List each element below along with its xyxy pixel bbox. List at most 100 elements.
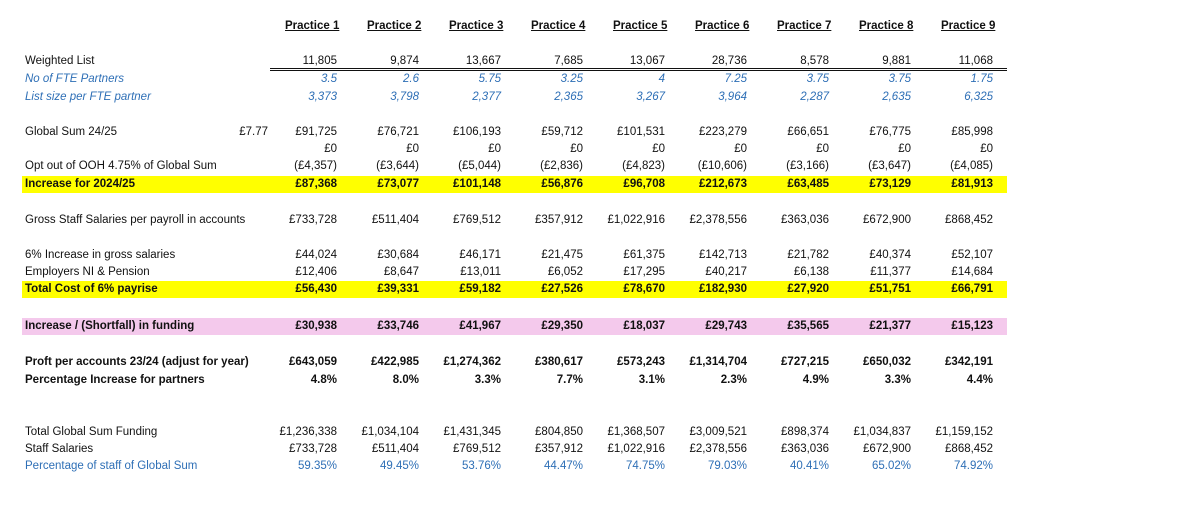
table-cell[interactable]: £363,036 [781, 443, 829, 455]
table-cell[interactable]: £6,052 [547, 266, 583, 278]
table-cell[interactable]: 2,365 [554, 91, 583, 103]
table-cell[interactable]: £1,314,704 [689, 356, 747, 368]
table-cell[interactable]: 3,267 [636, 91, 665, 103]
row-label[interactable]: Total Global Sum Funding [25, 426, 158, 438]
table-cell[interactable]: 3.3% [884, 374, 911, 386]
table-cell[interactable]: £27,526 [541, 283, 583, 295]
table-cell[interactable]: £357,912 [535, 443, 583, 455]
table-cell[interactable]: £73,129 [869, 178, 911, 190]
row-label[interactable]: List size per FTE partner [25, 91, 151, 103]
table-cell[interactable]: £29,743 [705, 320, 747, 332]
table-cell[interactable]: 3.1% [638, 374, 665, 386]
table-cell[interactable]: 3,964 [718, 91, 747, 103]
table-cell[interactable]: 7,685 [554, 55, 583, 67]
table-cell[interactable]: £1,034,837 [853, 426, 911, 438]
table-cell[interactable]: £0 [324, 143, 337, 155]
table-cell[interactable]: 6,325 [964, 91, 993, 103]
table-cell[interactable]: £73,077 [377, 178, 419, 190]
table-cell[interactable]: £1,236,338 [279, 426, 337, 438]
rate-cell[interactable]: £7.77 [239, 126, 268, 138]
table-cell[interactable]: £17,295 [623, 266, 665, 278]
table-cell[interactable]: 13,667 [465, 55, 501, 67]
row-label[interactable]: Weighted List [25, 55, 95, 67]
table-cell[interactable]: £643,059 [289, 356, 337, 368]
table-cell[interactable]: 2,287 [800, 91, 829, 103]
table-cell[interactable]: £41,967 [459, 320, 501, 332]
table-cell[interactable]: £59,712 [541, 126, 583, 138]
row-label[interactable]: No of FTE Partners [25, 73, 125, 85]
table-cell[interactable]: 59.35% [297, 460, 337, 472]
table-cell[interactable]: 74.92% [953, 460, 993, 472]
table-cell[interactable]: £85,998 [951, 126, 993, 138]
table-cell[interactable]: £511,404 [371, 443, 419, 455]
row-label[interactable]: 6% Increase in gross salaries [25, 249, 176, 261]
table-cell[interactable]: £573,243 [617, 356, 665, 368]
table-cell[interactable]: £733,728 [289, 214, 337, 226]
table-cell[interactable]: £363,036 [781, 214, 829, 226]
table-cell[interactable]: £142,713 [699, 249, 747, 261]
table-cell[interactable]: £1,431,345 [443, 426, 501, 438]
table-cell[interactable]: £56,876 [541, 178, 583, 190]
table-cell[interactable]: 9,881 [882, 55, 911, 67]
table-cell[interactable]: £212,673 [699, 178, 747, 190]
row-label[interactable]: Opt out of OOH 4.75% of Global Sum [25, 160, 217, 172]
table-cell[interactable]: £3,009,521 [689, 426, 747, 438]
table-cell[interactable]: 11,805 [302, 55, 337, 67]
table-cell[interactable]: £0 [980, 143, 993, 155]
table-cell[interactable]: (£4,357) [294, 160, 337, 172]
table-cell[interactable]: 2,635 [882, 91, 911, 103]
table-cell[interactable]: £8,647 [383, 266, 419, 278]
table-cell[interactable]: £81,913 [951, 178, 993, 190]
table-cell[interactable]: £769,512 [453, 443, 501, 455]
table-cell[interactable]: £672,900 [863, 443, 911, 455]
table-cell[interactable]: £342,191 [945, 356, 993, 368]
table-cell[interactable]: 3.25 [560, 73, 583, 85]
table-cell[interactable]: £40,217 [705, 266, 747, 278]
table-cell[interactable]: 40.41% [789, 460, 829, 472]
table-cell[interactable]: £1,034,104 [361, 426, 419, 438]
table-cell[interactable]: £40,374 [869, 249, 911, 261]
table-cell[interactable]: £96,708 [623, 178, 665, 190]
table-cell[interactable]: £672,900 [863, 214, 911, 226]
table-cell[interactable]: £6,138 [793, 266, 829, 278]
table-cell[interactable]: £769,512 [453, 214, 501, 226]
table-cell[interactable]: 4.9% [802, 374, 829, 386]
table-cell[interactable]: 49.45% [379, 460, 419, 472]
table-cell[interactable]: £59,182 [459, 283, 501, 295]
table-cell[interactable]: £0 [570, 143, 583, 155]
table-cell[interactable]: £868,452 [945, 214, 993, 226]
table-cell[interactable]: £33,746 [377, 320, 419, 332]
table-cell[interactable]: £27,920 [787, 283, 829, 295]
table-cell[interactable]: £30,938 [295, 320, 337, 332]
row-label[interactable]: Proft per accounts 23/24 (adjust for yea… [25, 356, 249, 368]
row-label[interactable]: Gross Staff Salaries per payroll in acco… [25, 214, 246, 226]
table-cell[interactable]: 3.5 [321, 73, 337, 85]
table-cell[interactable]: £15,123 [951, 320, 993, 332]
table-cell[interactable]: £422,985 [371, 356, 419, 368]
table-cell[interactable]: £56,430 [295, 283, 337, 295]
table-cell[interactable]: £1,022,916 [607, 443, 665, 455]
table-cell[interactable]: £727,215 [781, 356, 829, 368]
table-cell[interactable]: 3,373 [308, 91, 337, 103]
row-label[interactable]: Increase for 2024/25 [25, 178, 135, 190]
table-cell[interactable]: £91,725 [295, 126, 337, 138]
row-label[interactable]: Global Sum 24/25 [25, 126, 118, 138]
table-cell[interactable]: £87,368 [295, 178, 337, 190]
table-cell[interactable]: 74.75% [625, 460, 665, 472]
table-cell[interactable]: 3.75 [806, 73, 829, 85]
table-cell[interactable]: 79.03% [707, 460, 747, 472]
table-cell[interactable]: 11,068 [958, 55, 993, 67]
table-cell[interactable]: (£4,823) [622, 160, 665, 172]
table-cell[interactable]: £650,032 [863, 356, 911, 368]
table-cell[interactable]: £223,279 [699, 126, 747, 138]
table-cell[interactable]: £0 [734, 143, 747, 155]
table-cell[interactable]: £63,485 [787, 178, 829, 190]
row-label[interactable]: Percentage of staff of Global Sum [25, 460, 198, 472]
row-label[interactable]: Staff Salaries [25, 443, 94, 455]
table-cell[interactable]: 2,377 [472, 91, 501, 103]
table-cell[interactable]: 7.7% [556, 374, 583, 386]
table-cell[interactable]: £101,148 [453, 178, 501, 190]
row-label[interactable]: Total Cost of 6% payrise [25, 283, 158, 295]
table-cell[interactable]: £11,377 [870, 266, 911, 278]
table-cell[interactable]: £2,378,556 [689, 443, 747, 455]
